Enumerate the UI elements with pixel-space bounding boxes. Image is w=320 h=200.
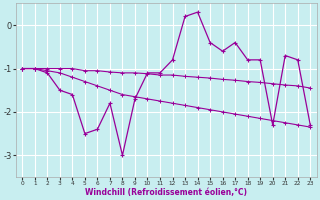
X-axis label: Windchill (Refroidissement éolien,°C): Windchill (Refroidissement éolien,°C) (85, 188, 247, 197)
